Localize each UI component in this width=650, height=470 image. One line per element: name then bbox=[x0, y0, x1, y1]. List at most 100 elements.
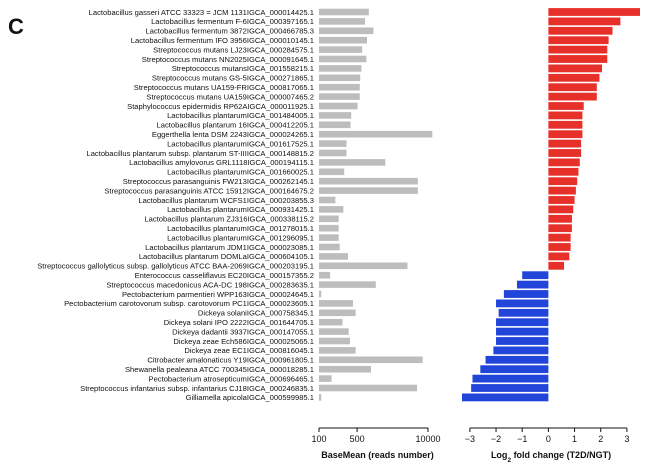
taxon-label: Lactobacillus plantarum ZJ316IGCA_000338… bbox=[144, 215, 314, 224]
fold-change-bar-positive bbox=[548, 196, 575, 204]
fold-change-bar-positive bbox=[548, 36, 609, 45]
taxon-label: Lactobacillus gasseri ATCC 33323 = JCM 1… bbox=[89, 8, 314, 17]
basemean-bar bbox=[319, 187, 418, 194]
taxon-label: Lactobacillus fermentum 3872IGCA_0004667… bbox=[146, 27, 314, 36]
taxon-label: Lactobacillus plantarum 16IGCA_000412205… bbox=[157, 121, 314, 130]
fold-change-bar-positive bbox=[548, 224, 572, 233]
fold-change-bar-negative bbox=[472, 374, 549, 383]
basemean-bar bbox=[319, 36, 368, 44]
taxon-label: Dickeya solani IPO 2222IGCA_001644705.1 bbox=[164, 318, 314, 327]
fold-change-tick-label: 0 bbox=[546, 434, 551, 444]
taxon-label: Streptococcus mutansIGCA_001558215.1 bbox=[172, 64, 314, 73]
taxon-label: Streptococcus mutans UA159-FRIGCA_000817… bbox=[134, 83, 314, 92]
basemean-chart: 100 500 10000 BaseMean (reads number) bbox=[311, 8, 441, 460]
basemean-bar bbox=[319, 177, 418, 185]
taxon-label: Streptococcus macedonicus ACA-DC 198IGCA… bbox=[106, 280, 314, 289]
fold-change-bar-negative bbox=[462, 393, 549, 402]
taxon-label: Lactobacillus fermentum F-6IGCA_00039716… bbox=[151, 17, 314, 26]
fold-change-bar-positive bbox=[548, 261, 565, 270]
fold-change-bar-positive bbox=[548, 233, 571, 242]
basemean-bar bbox=[319, 253, 348, 260]
basemean-bar bbox=[319, 8, 369, 16]
fold-change-bar-negative bbox=[485, 355, 549, 364]
fold-change-bar-positive bbox=[548, 102, 584, 110]
basemean-bar bbox=[319, 262, 408, 270]
fold-change-bar-positive bbox=[548, 158, 580, 167]
taxon-label: Gilliamella apicolaIGCA_000599985.1 bbox=[186, 393, 314, 402]
fold-change-x-axis: −3 −2 −1 0 1 2 3 bbox=[465, 427, 629, 444]
fold-change-bar-negative bbox=[516, 280, 549, 289]
basemean-bar bbox=[319, 46, 363, 53]
taxon-label: Streptococcus mutans NN2025IGCA_00009164… bbox=[142, 55, 314, 64]
fold-change-bar-positive bbox=[548, 45, 608, 54]
taxon-label: Dickeya solaniIGCA_000758345.1 bbox=[198, 309, 314, 318]
basemean-bar bbox=[319, 281, 376, 288]
taxon-label: Pectobacterium parmentieri WPP163IGCA_00… bbox=[122, 290, 314, 299]
basemean-bar bbox=[319, 384, 418, 392]
fold-change-tick-label: −3 bbox=[465, 434, 475, 444]
fold-change-bar-positive bbox=[548, 55, 608, 63]
taxon-label: Lactobacillus plantarumIGCA_001296095.1 bbox=[167, 233, 314, 242]
fold-change-chart: −3 −2 −1 0 1 2 3 Log2 fold change (T2D/NGT) bbox=[462, 8, 640, 464]
fold-change-tick-label: 1 bbox=[572, 434, 577, 444]
fold-change-tick-label: 2 bbox=[598, 434, 603, 444]
fold-change-bar-positive bbox=[548, 139, 582, 148]
fold-change-bar-positive bbox=[548, 83, 597, 92]
fold-change-x-axis-title: Log2 fold change (T2D/NGT) bbox=[491, 450, 611, 464]
fold-change-bar-positive bbox=[548, 205, 574, 214]
basemean-bar bbox=[319, 224, 339, 232]
fold-change-bar-positive bbox=[548, 17, 621, 26]
fold-change-bar-negative bbox=[522, 271, 549, 280]
basemean-bar bbox=[319, 27, 374, 35]
fold-change-bar-positive bbox=[548, 120, 583, 129]
taxon-label: Streptococcus parasanguinis FW213IGCA_00… bbox=[123, 177, 314, 186]
basemean-bar bbox=[319, 65, 362, 72]
taxon-label: Lactobacillus plantarumIGCA_001617525.1 bbox=[167, 139, 314, 148]
taxon-label: Lactobacillus amylovorus GRL1118IGCA_000… bbox=[129, 158, 314, 167]
taxon-label: Enterococcus casseliflavus EC20IGCA_0001… bbox=[135, 271, 314, 280]
basemean-x-axis: 100 500 10000 bbox=[311, 427, 441, 444]
fold-change-bar-negative bbox=[496, 327, 549, 336]
fold-change-bar-positive bbox=[548, 8, 640, 16]
taxon-label: Dickeya dadantii 3937IGCA_000147055.1 bbox=[172, 327, 314, 336]
basemean-bar bbox=[319, 337, 350, 345]
taxon-label: Lactobacillus plantarum JDM1IGCA_0000230… bbox=[145, 243, 314, 252]
fold-change-bar-positive bbox=[548, 149, 582, 157]
basemean-bar bbox=[319, 206, 344, 213]
basemean-bar bbox=[319, 140, 347, 147]
fold-change-bar-positive bbox=[548, 177, 578, 186]
basemean-bar bbox=[319, 243, 340, 251]
basemean-bar bbox=[319, 130, 433, 138]
fold-change-bar-positive bbox=[548, 243, 571, 251]
fold-change-bar-positive bbox=[548, 186, 576, 195]
basemean-bar bbox=[319, 196, 336, 204]
fold-change-bar-negative bbox=[480, 365, 549, 374]
basemean-tick-label: 100 bbox=[311, 434, 326, 444]
basemean-bar bbox=[319, 309, 356, 317]
fold-change-bar-positive bbox=[548, 92, 597, 101]
fold-change-tick-label: −2 bbox=[491, 434, 501, 444]
basemean-bar bbox=[319, 168, 345, 176]
taxon-label: Streptococcus mutans UA159IGCA_000007465… bbox=[146, 92, 314, 101]
basemean-bar bbox=[319, 290, 322, 298]
taxon-label: Shewanella pealeana ATCC 700345IGCA_0000… bbox=[125, 365, 314, 374]
fold-change-bar-negative bbox=[496, 299, 549, 308]
basemean-bar bbox=[319, 300, 353, 307]
taxon-label: Streptococcus gallolyticus subsp. gallol… bbox=[37, 262, 314, 271]
basemean-bar bbox=[319, 102, 358, 110]
basemean-bar bbox=[319, 83, 360, 91]
basemean-bar bbox=[319, 74, 361, 82]
basemean-bar bbox=[319, 121, 351, 129]
basemean-x-axis-title: BaseMean (reads number) bbox=[321, 450, 434, 460]
taxon-label: Lactobacillus plantarumIGCA_000931425.1 bbox=[167, 205, 314, 214]
taxon-label: Lactobacillus plantarum subsp. plantarum… bbox=[86, 149, 314, 158]
basemean-bar bbox=[319, 149, 347, 157]
basemean-bar bbox=[319, 112, 352, 119]
basemean-bar bbox=[319, 375, 332, 382]
taxon-label: Dickeya zeae EC1IGCA_000816045.1 bbox=[184, 346, 314, 355]
basemean-bar bbox=[319, 271, 331, 279]
fold-change-bar-positive bbox=[548, 64, 603, 73]
taxon-label: Streptococcus parasanguinis ATCC 15912IG… bbox=[104, 186, 314, 195]
taxon-label: Pectobacterium atrosepticumIGCA_00069646… bbox=[149, 374, 314, 383]
taxon-label: Eggerthella lenta DSM 2243IGCA_000024265… bbox=[152, 130, 314, 139]
